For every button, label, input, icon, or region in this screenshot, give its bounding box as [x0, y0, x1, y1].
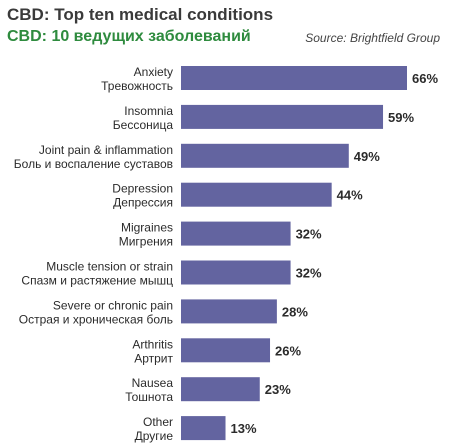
chart-source: Source: Brightfield Group [305, 31, 440, 45]
category-label-ru: Тошнота [125, 390, 173, 404]
category-label: Depression [112, 182, 173, 196]
value-label: 13% [231, 421, 257, 436]
value-label: 66% [412, 71, 438, 86]
value-label: 23% [265, 382, 291, 397]
category-label: Other [143, 415, 173, 429]
category-label-ru: Артрит [134, 351, 173, 365]
category-label-ru: Боль и воспаление суставов [14, 157, 173, 171]
category-label-ru: Депрессия [113, 196, 173, 210]
value-label: 26% [275, 343, 301, 358]
bar [181, 104, 384, 129]
value-label: 49% [354, 149, 380, 164]
category-label-ru: Спазм и растяжение мышц [21, 274, 173, 288]
category-label: Anxiety [134, 65, 173, 79]
bar [181, 338, 271, 363]
bar [181, 221, 291, 246]
category-label-ru: Тревожность [101, 79, 173, 93]
category-label: Migraines [121, 221, 173, 235]
value-label: 32% [296, 266, 322, 281]
bar [181, 377, 260, 402]
bar [181, 143, 349, 168]
bar [181, 182, 332, 207]
category-label-ru: Другие [135, 429, 174, 443]
category-label: Nausea [132, 376, 174, 390]
bar [181, 260, 291, 285]
category-label-ru: Мигрения [119, 235, 173, 249]
chart-subtitle: CBD: 10 ведущих заболеваний [7, 28, 251, 45]
bar [181, 299, 277, 324]
value-label: 28% [282, 304, 308, 319]
bar [181, 66, 407, 90]
category-label: Insomnia [124, 104, 173, 118]
value-label: 44% [337, 188, 363, 203]
bar [181, 416, 226, 441]
category-label: Joint pain & inflammation [39, 143, 173, 157]
category-label-ru: Острая и хроническая боль [19, 312, 173, 326]
category-label: Severe or chronic pain [53, 298, 173, 312]
category-label-ru: Бессоница [113, 118, 174, 132]
value-label: 32% [296, 227, 322, 242]
chart-title: CBD: Top ten medical conditions [7, 5, 274, 24]
category-label: Arthritis [132, 337, 173, 351]
category-label: Muscle tension or strain [46, 260, 173, 274]
value-label: 59% [388, 110, 414, 125]
